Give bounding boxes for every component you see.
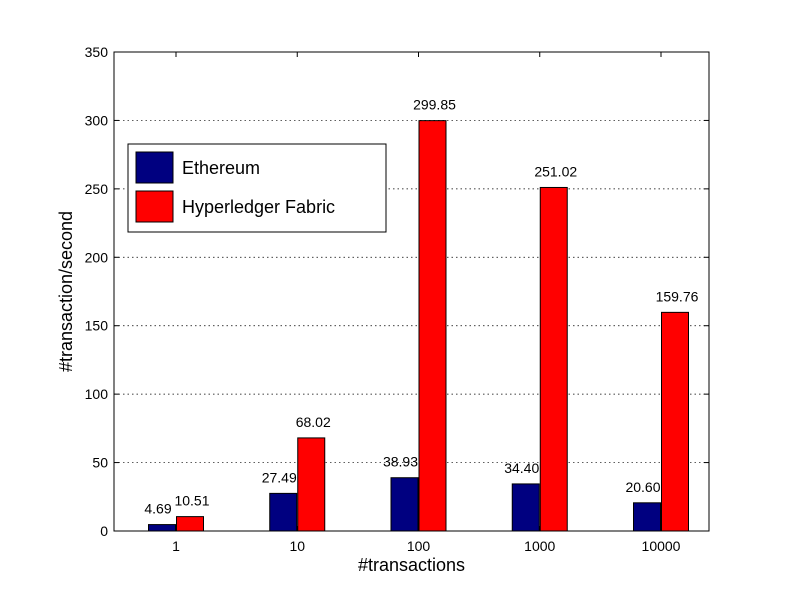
bar-hyperledger-fabric <box>539 186 568 532</box>
x-tick-label: 1 <box>172 538 180 554</box>
y-tick-label: 100 <box>85 386 109 402</box>
x-tick-label: 1000 <box>524 538 555 554</box>
legend: Ethereum Hyperledger Fabric <box>127 143 387 233</box>
bar-hyperledger-fabric <box>176 516 204 532</box>
bar-hyperledger-fabric <box>418 120 447 532</box>
data-label: 299.85 <box>413 97 456 113</box>
bar-hyperledger-fabric <box>661 311 689 532</box>
bar-ethereum <box>148 524 176 532</box>
y-tick-label: 150 <box>85 318 109 334</box>
data-label: 27.49 <box>262 469 297 485</box>
y-tick-label: 50 <box>92 455 108 471</box>
data-label: 68.02 <box>296 414 331 430</box>
y-axis-title: #transaction/second <box>56 211 76 372</box>
data-labels: 4.69 10.51 27.49 68.02 38.93 299.85 34.40 251.0… <box>144 97 698 517</box>
legend-swatch-hyperledger-fabric <box>135 190 174 223</box>
x-tick-label: 10000 <box>642 538 681 554</box>
data-label: 20.60 <box>625 479 660 495</box>
legend-label-hyperledger-fabric: Hyperledger Fabric <box>182 197 335 217</box>
y-tick-label: 0 <box>100 523 108 539</box>
bar-ethereum <box>269 492 298 532</box>
axis-ticks: 0 50 100 150 200 250 300 350 1 10 100 1000 10000 <box>85 44 709 554</box>
data-label: 4.69 <box>144 501 171 517</box>
y-tick-label: 200 <box>85 249 109 265</box>
legend-label-ethereum: Ethereum <box>182 158 260 178</box>
data-label: 159.76 <box>656 288 699 304</box>
x-tick-label: 100 <box>407 538 431 554</box>
x-tick-label: 10 <box>289 538 305 554</box>
legend-swatch-ethereum <box>135 151 174 184</box>
bar-ethereum <box>633 502 661 532</box>
bar-hyperledger-fabric <box>297 437 326 532</box>
data-label: 34.40 <box>504 460 539 476</box>
bars <box>148 120 689 532</box>
data-label: 38.93 <box>383 454 418 470</box>
bar-ethereum <box>390 477 419 532</box>
y-tick-label: 300 <box>85 112 109 128</box>
y-tick-label: 250 <box>85 181 109 197</box>
data-label: 10.51 <box>174 493 209 509</box>
x-axis-title: #transactions <box>358 555 465 575</box>
plot-frame <box>113 51 710 532</box>
bar-ethereum <box>511 483 540 532</box>
y-tick-label: 350 <box>85 44 109 60</box>
data-label: 251.02 <box>534 163 577 179</box>
